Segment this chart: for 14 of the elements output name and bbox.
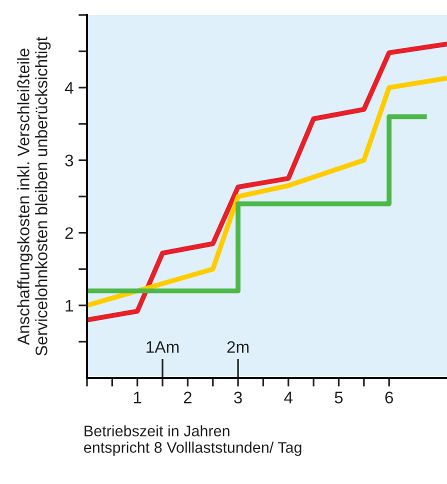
x-axis-title: Betriebszeit in Jahren entspricht 8 Volllaststunden/ Tag xyxy=(84,425,302,456)
y-axis-title: Anschaffungskosten inkl. Verschleißteile Servicelohnkosten bleiben unberücksichtigt xyxy=(17,36,51,356)
y-tick-label: 3 xyxy=(65,154,74,166)
x-tick-label: 5 xyxy=(334,392,343,404)
ref-line-label: 1Am xyxy=(146,341,179,353)
x-tick-label: 2 xyxy=(184,392,192,404)
y-tick-label: 1 xyxy=(66,300,73,312)
x-tick-label: 4 xyxy=(284,392,293,404)
y-tick-label: 2 xyxy=(65,227,73,239)
y-tick-label: 4 xyxy=(64,82,74,94)
x-tick-label: 3 xyxy=(234,392,242,404)
ref-line-label: 2m xyxy=(227,341,249,353)
x-tick-label: 6 xyxy=(385,392,393,404)
x-tick-label: 1 xyxy=(134,392,142,404)
